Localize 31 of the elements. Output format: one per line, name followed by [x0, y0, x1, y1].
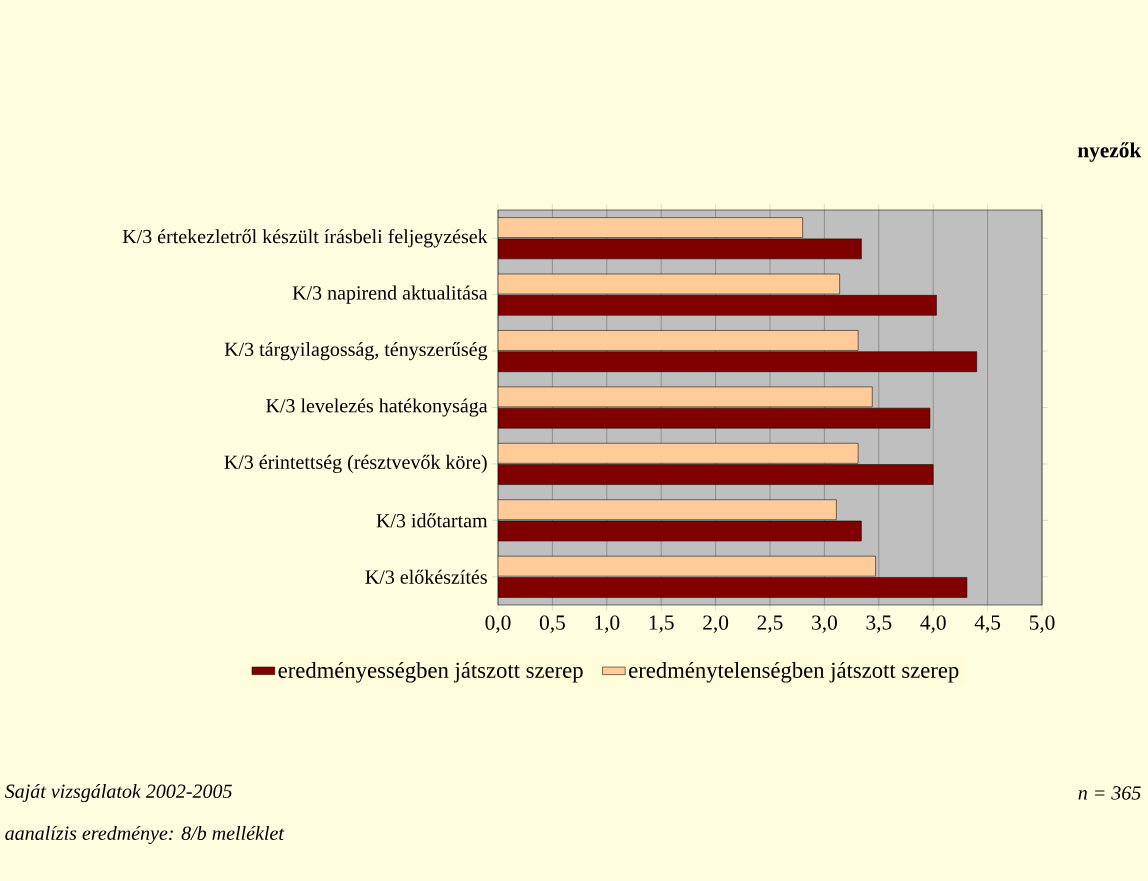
- bar: [498, 577, 968, 598]
- x-tick-label: 2,5: [757, 615, 783, 633]
- x-tick-label: 3,0: [812, 615, 837, 633]
- x-tick-label: 2,0: [703, 615, 729, 633]
- y-tick-label: K/3 levelezés hatékonysága: [266, 398, 488, 417]
- bar: [498, 407, 931, 429]
- y-tick-label: K/3 értekezletről készült írásbeli feljegyzések: [122, 229, 488, 248]
- x-tick-label: 1,0: [595, 615, 620, 633]
- bar: [498, 238, 862, 260]
- x-tick-label: 4,0: [920, 615, 946, 633]
- legend-label: eredménytelenségben játszott szerep: [629, 661, 959, 683]
- y-tick-label: K/3 érintettség (résztvevők köre): [224, 454, 487, 474]
- y-tick-label: K/3 tárgyilagosság, tényszerűség: [224, 341, 488, 361]
- text: n = 365: [1078, 786, 1141, 800]
- y-tick-label: K/3 napirend aktualitása: [292, 285, 488, 304]
- x-tick-label: 5,0: [1029, 615, 1055, 633]
- text: Saját vizsgálatok 2002-2005: [4, 783, 232, 803]
- y-tick-label: K/3 időtartam: [376, 513, 488, 528]
- text: nyezők: [1077, 142, 1142, 162]
- legend-label: eredményességben játszott szerep: [278, 661, 583, 683]
- bar: [498, 295, 937, 316]
- text: aanalízis eredménye: 8/b melléklet: [5, 825, 285, 845]
- bar: [498, 520, 862, 542]
- bar: [498, 351, 977, 372]
- y-tick-label: K/3 előkészítés: [365, 569, 487, 584]
- x-tick-label: 0,5: [539, 615, 565, 633]
- x-tick-label: 1,5: [649, 615, 674, 633]
- x-tick-label: 0,0: [485, 615, 511, 633]
- bar: [498, 464, 934, 485]
- x-tick-label: 4,5: [974, 615, 1001, 633]
- x-tick-label: 3,5: [866, 615, 892, 633]
